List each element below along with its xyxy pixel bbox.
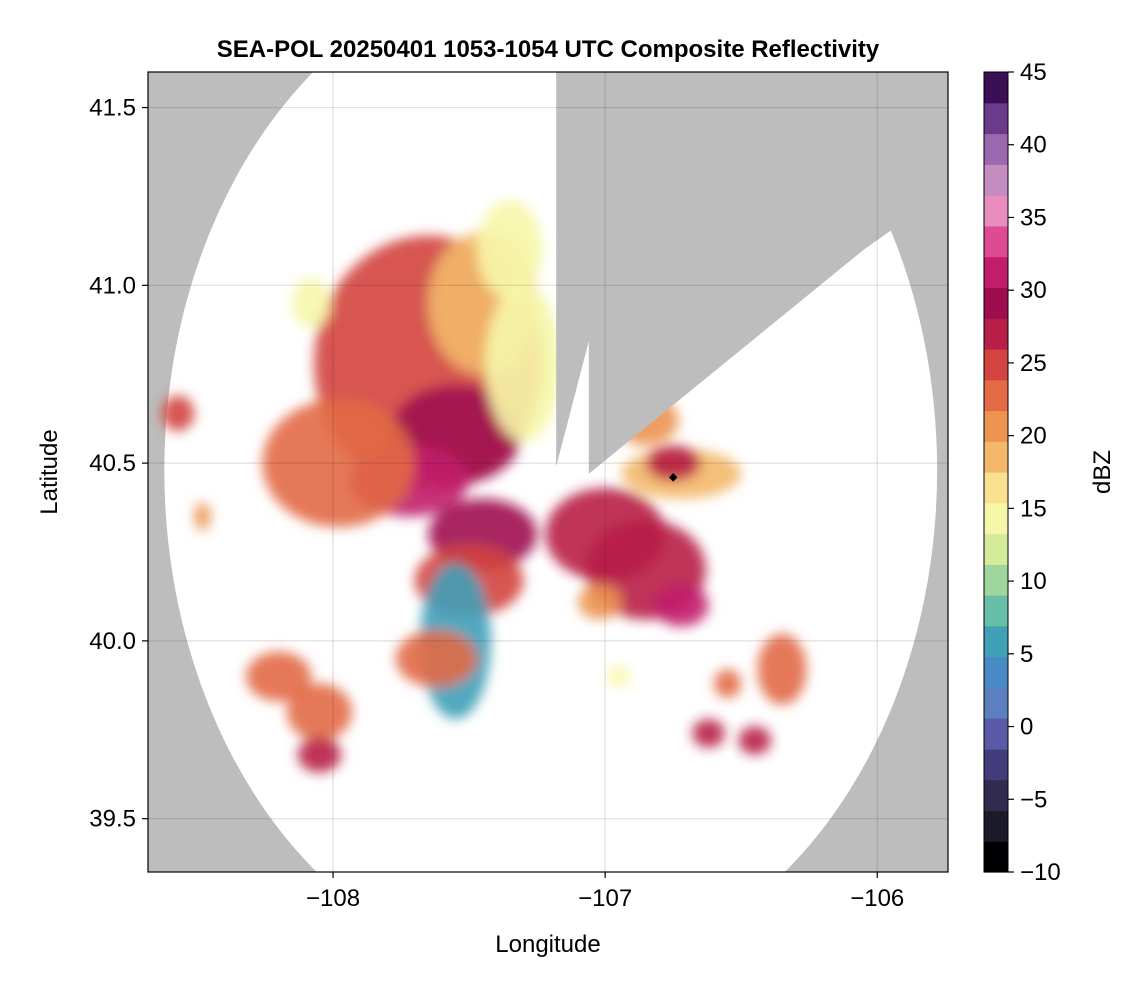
- colorbar-segment: [984, 656, 1008, 688]
- colorbar-frame: [983, 71, 1009, 873]
- colorbar-tick-label: 20: [1020, 423, 1047, 450]
- echo-cell: [485, 285, 562, 442]
- colorbar-segment: [984, 348, 1008, 381]
- colorbar-tick-label: 5: [1020, 641, 1033, 668]
- colorbar-label: dBZ: [1089, 450, 1116, 494]
- echo-cell: [245, 651, 312, 702]
- colorbar-tick-label: 35: [1020, 204, 1047, 231]
- echo-cell: [654, 584, 709, 627]
- colorbar-segment: [984, 502, 1008, 535]
- x-axis-label: Longitude: [495, 931, 600, 958]
- y-axis-label: Latitude: [36, 429, 63, 514]
- echo-cell: [713, 669, 742, 698]
- x-tick-label: −108: [306, 885, 360, 912]
- reflectivity-echoes: [161, 200, 807, 773]
- blocked-sectors: [556, 72, 948, 474]
- colorbar-tick-label: −5: [1020, 786, 1047, 813]
- colorbar-tick-label: 0: [1020, 714, 1033, 741]
- colorbar-segment: [984, 810, 1008, 842]
- colorbar-tick-label: 25: [1020, 350, 1047, 377]
- colorbar-tick-label: 15: [1020, 495, 1047, 522]
- echo-cell: [292, 278, 331, 328]
- colorbar-segment: [984, 564, 1008, 596]
- colorbar-segment: [984, 625, 1008, 658]
- echo-cell: [692, 719, 725, 748]
- blocked-sector: [588, 72, 948, 474]
- colorbar-segment: [984, 287, 1008, 319]
- echo-cell: [607, 665, 630, 688]
- echo-cell: [161, 395, 195, 432]
- grid-lines: [148, 72, 948, 872]
- colorbar-segment: [984, 718, 1008, 750]
- echo-cell: [262, 399, 415, 528]
- colorbar-segment: [984, 410, 1008, 442]
- colorbar-segment: [984, 748, 1008, 781]
- echo-cell: [286, 683, 353, 741]
- colorbar-segment: [984, 379, 1008, 412]
- echo-cell: [297, 736, 342, 773]
- echo-cell: [645, 445, 701, 481]
- colorbar: [983, 71, 1009, 873]
- plot-frame: [147, 71, 949, 873]
- y-axis-ticks: 39.5 40.0 40.5 41.0 41.5: [89, 95, 148, 833]
- echo-cell: [577, 584, 622, 620]
- colorbar-segment: [984, 318, 1008, 350]
- y-tick-label: 41.5: [89, 95, 136, 122]
- colorbar-segment: [984, 195, 1008, 227]
- colorbar-tick-label: 40: [1020, 132, 1047, 159]
- x-tick-label: −106: [850, 885, 904, 912]
- colorbar-segment: [984, 72, 1008, 104]
- colorbar-ticks: −10 −5 0 5 10 15 20 25 30 35 40 45: [1008, 59, 1061, 886]
- x-tick-label: −107: [578, 885, 632, 912]
- colorbar-segment: [984, 472, 1008, 504]
- chart-title: SEA-POL 20250401 1053-1054 UTC Composite…: [217, 36, 880, 63]
- colorbar-segment: [984, 256, 1008, 288]
- blocked-sector: [556, 72, 660, 467]
- colorbar-segment: [984, 841, 1008, 873]
- site-marker: [668, 473, 678, 482]
- echo-cell: [738, 726, 772, 755]
- plot-area: [148, 72, 948, 872]
- y-tick-label: 40.5: [89, 450, 136, 477]
- y-tick-label: 41.0: [89, 272, 136, 299]
- colorbar-segment: [984, 225, 1008, 258]
- echo-cell: [395, 630, 478, 688]
- echo-cell: [757, 633, 807, 705]
- echo-cell: [477, 200, 543, 300]
- colorbar-tick-label: 10: [1020, 568, 1047, 595]
- colorbar-tick-label: 30: [1020, 277, 1047, 304]
- colorbar-segment: [984, 133, 1008, 165]
- echo-cell: [194, 502, 211, 531]
- colorbar-segment: [984, 779, 1008, 812]
- x-axis-ticks: −108 −107 −106: [306, 872, 904, 912]
- colorbar-segment: [984, 164, 1008, 196]
- colorbar-tick-label: −10: [1020, 859, 1061, 886]
- colorbar-tick-label: 45: [1020, 59, 1047, 86]
- colorbar-segment: [984, 595, 1008, 627]
- colorbar-segment: [984, 102, 1008, 135]
- colorbar-segment: [984, 687, 1008, 719]
- colorbar-segment: [984, 533, 1008, 565]
- colorbar-segment: [984, 441, 1008, 473]
- y-tick-label: 39.5: [89, 806, 136, 833]
- y-tick-label: 40.0: [89, 628, 136, 655]
